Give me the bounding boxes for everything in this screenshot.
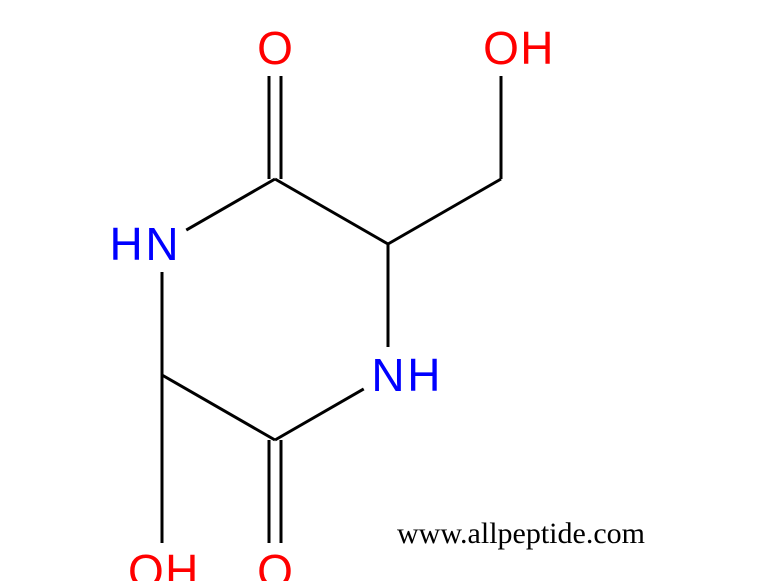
bond-N4-C5: [275, 389, 364, 440]
atom-label-O8-O: O: [128, 545, 164, 581]
molecule-diagram: HNNHOOOHOHwww.allpeptide.com: [0, 0, 762, 581]
atom-label-O7-H: H: [520, 22, 553, 74]
bond-C2-C3: [275, 179, 388, 244]
atom-label-O8-H: H: [165, 545, 198, 581]
bond-C5-C6: [162, 375, 275, 440]
bond-C3-C7: [388, 179, 501, 244]
bond-N1-C2: [186, 179, 275, 230]
atom-label-O2: O: [257, 22, 293, 74]
atom-label-O7-O: O: [483, 22, 519, 74]
atom-label-N4-N: N: [371, 349, 404, 401]
atom-label-O5: O: [257, 545, 293, 581]
atom-label-N4-H: H: [407, 349, 440, 401]
watermark-text: www.allpeptide.com: [397, 517, 645, 550]
atom-label-N1-N: N: [145, 218, 178, 270]
atom-label-N1-H: H: [110, 218, 143, 270]
